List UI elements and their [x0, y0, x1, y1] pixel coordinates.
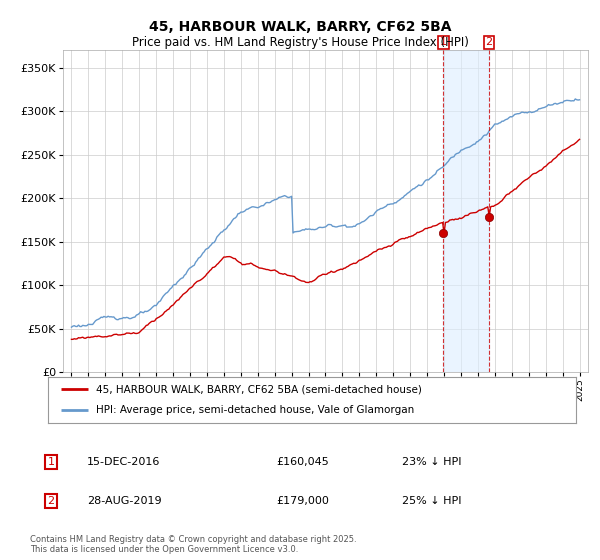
- Text: 45, HARBOUR WALK, BARRY, CF62 5BA: 45, HARBOUR WALK, BARRY, CF62 5BA: [149, 20, 451, 34]
- Text: 2: 2: [47, 496, 55, 506]
- Text: 25% ↓ HPI: 25% ↓ HPI: [402, 496, 461, 506]
- Text: 23% ↓ HPI: 23% ↓ HPI: [402, 457, 461, 467]
- Text: 1: 1: [47, 457, 55, 467]
- Text: 15-DEC-2016: 15-DEC-2016: [87, 457, 160, 467]
- Text: 28-AUG-2019: 28-AUG-2019: [87, 496, 161, 506]
- Text: 2: 2: [485, 37, 493, 47]
- Bar: [443, 50, 489, 372]
- Text: Price paid vs. HM Land Registry's House Price Index (HPI): Price paid vs. HM Land Registry's House …: [131, 36, 469, 49]
- Text: £160,045: £160,045: [276, 457, 329, 467]
- Text: Contains HM Land Registry data © Crown copyright and database right 2025.
This d: Contains HM Land Registry data © Crown c…: [30, 535, 356, 554]
- Text: HPI: Average price, semi-detached house, Vale of Glamorgan: HPI: Average price, semi-detached house,…: [95, 405, 414, 416]
- Text: 45, HARBOUR WALK, BARRY, CF62 5BA (semi-detached house): 45, HARBOUR WALK, BARRY, CF62 5BA (semi-…: [95, 384, 421, 394]
- Text: 1: 1: [440, 37, 447, 47]
- Text: £179,000: £179,000: [276, 496, 329, 506]
